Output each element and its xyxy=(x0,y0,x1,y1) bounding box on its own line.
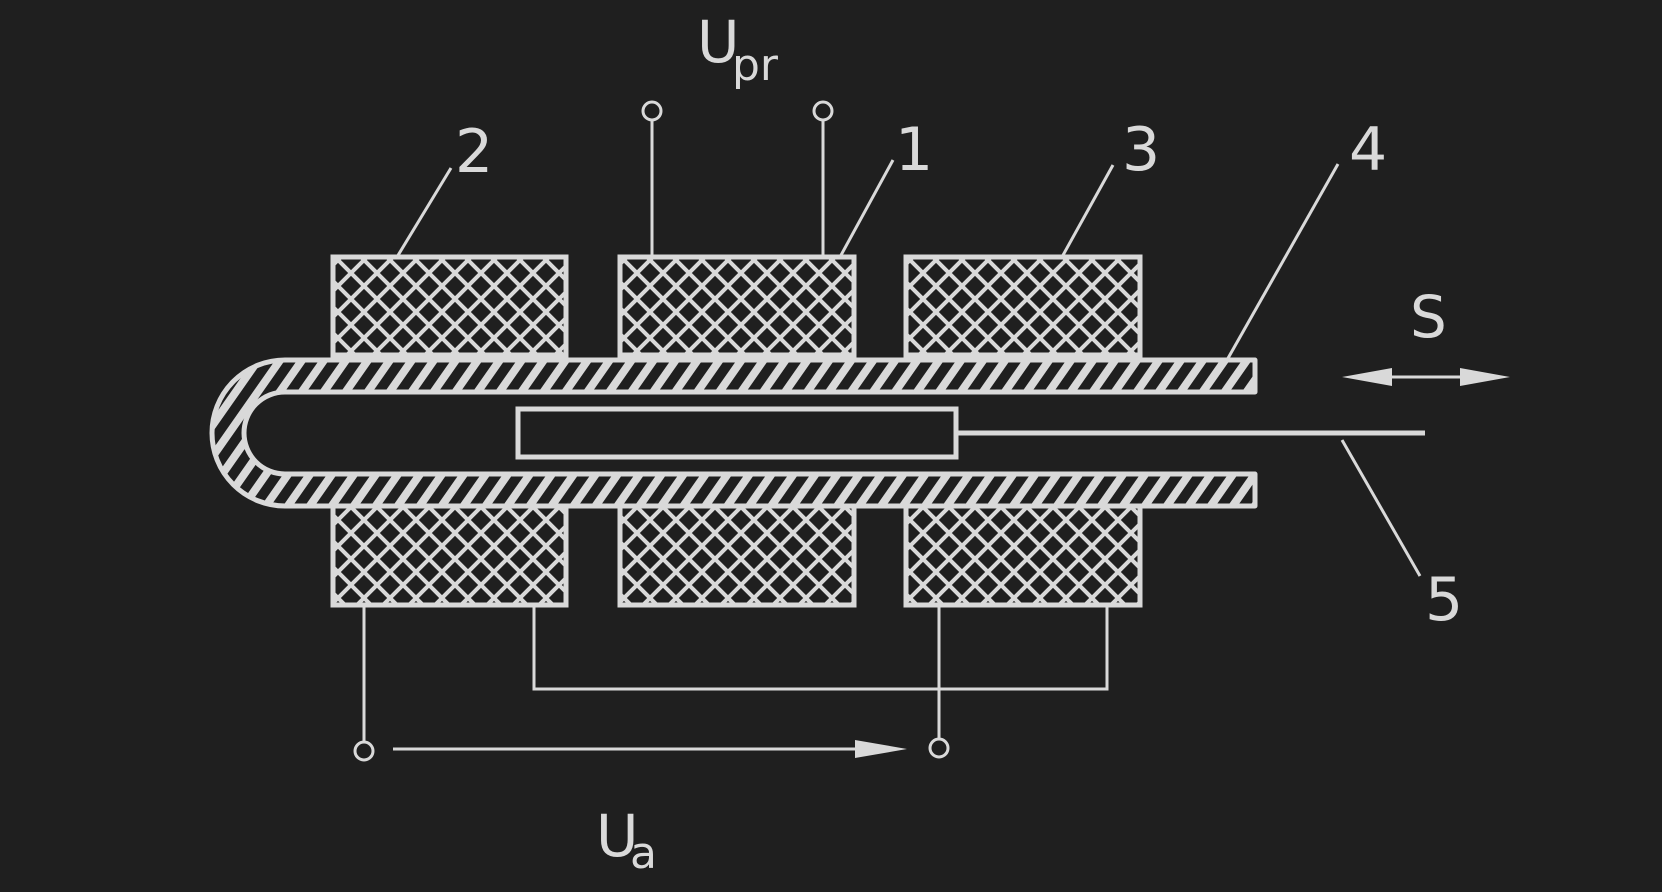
coil-2-upper xyxy=(330,254,569,358)
primary-terminal-right xyxy=(812,100,834,122)
u-a-label: U xyxy=(596,802,638,870)
output-arrow-head xyxy=(855,740,907,758)
coil-1-label: 1 xyxy=(895,115,933,185)
core-5-label: 5 xyxy=(1425,565,1463,635)
coil-1-upper xyxy=(617,254,857,358)
leader-1 xyxy=(838,159,895,258)
tube-4 xyxy=(209,357,1258,509)
primary-terminal-left xyxy=(641,100,663,122)
core-5 xyxy=(515,406,959,460)
tube-4-label: 4 xyxy=(1349,115,1387,185)
coil-3-lower xyxy=(903,502,1143,608)
secondary-terminal-left xyxy=(353,740,375,762)
u-pr-subscript: pr xyxy=(732,40,779,91)
displacement-arrow-head-right xyxy=(1460,368,1510,386)
u-a-subscript: a xyxy=(630,828,657,879)
u-pr-label: U xyxy=(697,8,739,76)
secondary-wiring xyxy=(532,605,1109,691)
coil-3-upper xyxy=(903,254,1143,358)
leader-4 xyxy=(1225,163,1340,361)
leader-5 xyxy=(1340,439,1422,577)
coil-2-lower xyxy=(330,502,569,608)
displacement-s-label: S xyxy=(1410,283,1447,351)
coil-1-lower xyxy=(617,502,857,608)
coil-2-label: 2 xyxy=(455,117,493,187)
leader-3 xyxy=(1060,164,1115,258)
coil-3-label: 3 xyxy=(1122,115,1160,185)
leader-2 xyxy=(395,167,453,258)
secondary-terminal-right xyxy=(928,737,950,759)
displacement-arrow-head-left xyxy=(1342,368,1392,386)
